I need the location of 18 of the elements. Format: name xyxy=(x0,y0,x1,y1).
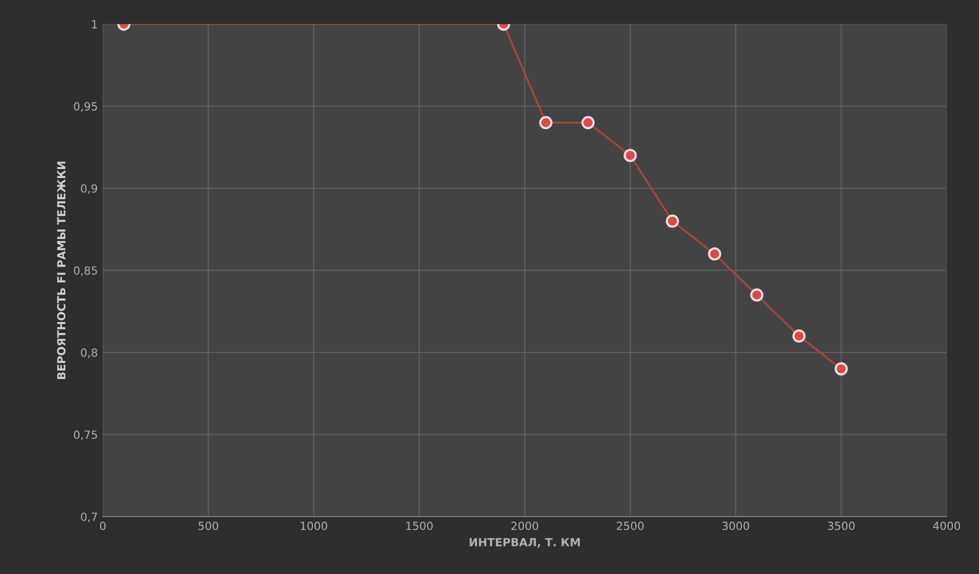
x-tick-label: 4000 xyxy=(933,522,960,530)
x-axis-title: ИНТЕРВАЛ, Т. КМ xyxy=(470,538,580,548)
y-axis-title: ВЕРОЯТНОСТЬ FI РАМЫ ТЕЛЕЖКИ xyxy=(57,162,66,380)
x-tick-label: 2500 xyxy=(616,522,644,530)
y-tick-label: 0,95 xyxy=(74,102,97,112)
y-tick-label: 0,85 xyxy=(74,266,97,276)
y-tick-label: 0,7 xyxy=(80,512,97,522)
y-tick-label: 1 xyxy=(92,20,97,28)
x-tick-label: 500 xyxy=(198,522,218,530)
x-tick-label: 3500 xyxy=(828,522,855,530)
y-tick-label: 0,9 xyxy=(80,184,98,194)
y-tick-label: 0,8 xyxy=(80,348,98,358)
x-tick-label: 1000 xyxy=(300,522,328,530)
x-tick-label: 2000 xyxy=(511,522,538,530)
x-tick-label: 3000 xyxy=(722,522,750,530)
y-tick-label: 0,75 xyxy=(74,430,97,440)
x-tick-label: 0 xyxy=(100,522,106,530)
x-tick-label: 1500 xyxy=(406,522,433,530)
